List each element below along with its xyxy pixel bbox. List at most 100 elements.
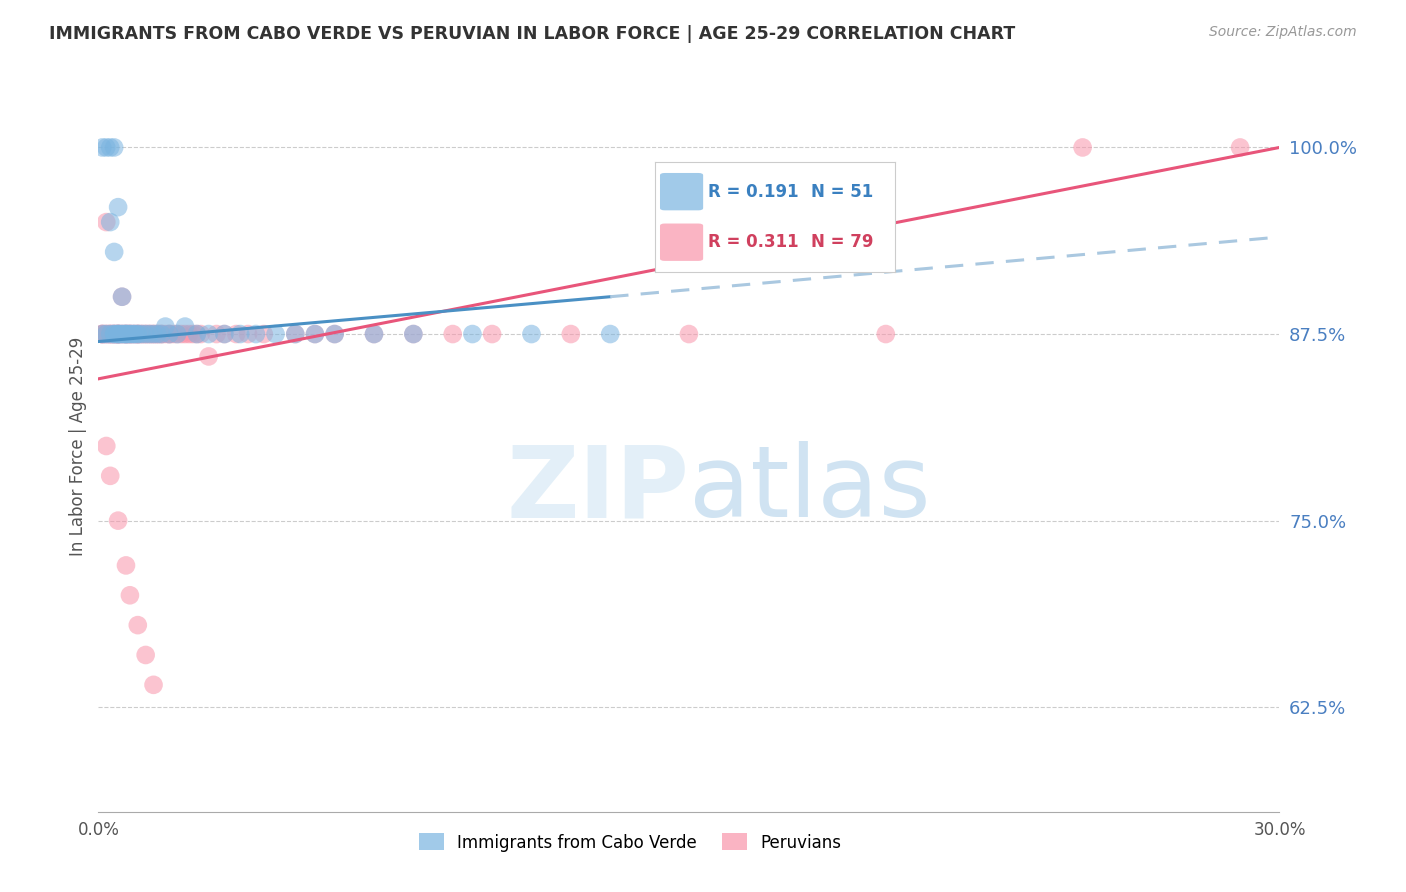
Point xyxy=(103,244,125,259)
Point xyxy=(122,326,145,341)
Point xyxy=(599,326,621,341)
Point xyxy=(103,326,125,341)
Point xyxy=(1229,140,1251,154)
Point xyxy=(138,326,160,341)
Point xyxy=(363,326,385,341)
Point xyxy=(118,326,141,341)
Point xyxy=(115,326,138,341)
Point xyxy=(111,290,134,304)
Point xyxy=(107,326,129,341)
Point xyxy=(98,468,121,483)
Point xyxy=(138,326,160,341)
Point xyxy=(115,558,138,573)
Point xyxy=(481,326,503,341)
Point xyxy=(197,350,219,364)
Point xyxy=(142,326,165,341)
Legend: Immigrants from Cabo Verde, Peruvians: Immigrants from Cabo Verde, Peruvians xyxy=(412,827,848,858)
Point xyxy=(96,140,118,154)
Point xyxy=(190,326,212,341)
Point xyxy=(461,326,484,341)
Point xyxy=(103,326,125,341)
Point xyxy=(181,326,204,341)
Point xyxy=(107,326,129,341)
Point xyxy=(304,326,326,341)
Point xyxy=(131,326,153,341)
Point xyxy=(127,618,149,632)
Point xyxy=(323,326,346,341)
Point xyxy=(111,290,134,304)
Text: R = 0.191: R = 0.191 xyxy=(709,183,799,201)
Point xyxy=(103,326,125,341)
Point xyxy=(560,326,582,341)
Point xyxy=(115,326,138,341)
Point xyxy=(146,326,169,341)
Point xyxy=(875,326,897,341)
Point xyxy=(150,326,173,341)
Point xyxy=(127,326,149,341)
Point xyxy=(197,326,219,341)
Point xyxy=(127,326,149,341)
Point xyxy=(284,326,307,341)
Point xyxy=(115,326,138,341)
Point xyxy=(135,326,157,341)
Point xyxy=(236,326,259,341)
Point xyxy=(150,326,173,341)
Point xyxy=(142,326,165,341)
Point xyxy=(138,326,160,341)
Point xyxy=(520,326,543,341)
Point xyxy=(229,326,252,341)
Point xyxy=(96,439,118,453)
Point xyxy=(98,215,121,229)
Point xyxy=(103,140,125,154)
Point xyxy=(115,326,138,341)
Point xyxy=(441,326,464,341)
Point xyxy=(186,326,208,341)
Point xyxy=(118,326,141,341)
Point xyxy=(107,326,129,341)
Point xyxy=(174,319,197,334)
Point xyxy=(98,326,121,341)
Point xyxy=(155,326,177,341)
Point xyxy=(150,326,173,341)
Point xyxy=(127,326,149,341)
Point xyxy=(107,326,129,341)
Point xyxy=(135,648,157,662)
Point xyxy=(107,514,129,528)
Point xyxy=(363,326,385,341)
Point xyxy=(111,326,134,341)
Point xyxy=(111,326,134,341)
Point xyxy=(253,326,276,341)
Y-axis label: In Labor Force | Age 25-29: In Labor Force | Age 25-29 xyxy=(69,336,87,556)
Point xyxy=(177,326,200,341)
Point xyxy=(98,140,121,154)
Point xyxy=(284,326,307,341)
Point xyxy=(118,588,141,602)
Point xyxy=(157,326,180,341)
Text: ZIP: ZIP xyxy=(506,442,689,539)
Text: IMMIGRANTS FROM CABO VERDE VS PERUVIAN IN LABOR FORCE | AGE 25-29 CORRELATION CH: IMMIGRANTS FROM CABO VERDE VS PERUVIAN I… xyxy=(49,25,1015,43)
Point xyxy=(155,319,177,334)
Text: Source: ZipAtlas.com: Source: ZipAtlas.com xyxy=(1209,25,1357,39)
Point xyxy=(122,326,145,341)
Point xyxy=(264,326,287,341)
Point xyxy=(122,326,145,341)
Point xyxy=(678,326,700,341)
Point xyxy=(174,326,197,341)
Point xyxy=(122,326,145,341)
Point xyxy=(225,326,247,341)
Point xyxy=(118,326,141,341)
Point xyxy=(146,326,169,341)
Point xyxy=(142,326,165,341)
Point xyxy=(111,326,134,341)
Point xyxy=(166,326,188,341)
Point xyxy=(402,326,425,341)
Point xyxy=(118,326,141,341)
Point xyxy=(205,326,228,341)
Point xyxy=(115,326,138,341)
FancyBboxPatch shape xyxy=(659,173,703,211)
Point xyxy=(98,326,121,341)
Point xyxy=(402,326,425,341)
Point xyxy=(157,326,180,341)
Point xyxy=(127,326,149,341)
Point xyxy=(323,326,346,341)
